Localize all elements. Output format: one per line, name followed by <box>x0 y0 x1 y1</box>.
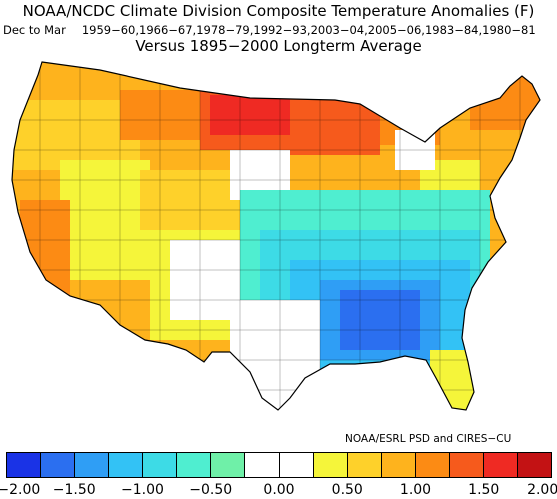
us-anomaly-map <box>11 61 541 411</box>
scale-swatch <box>313 453 348 477</box>
scale-swatch <box>415 453 450 477</box>
division-grid <box>12 62 540 410</box>
scale-swatch <box>483 453 518 477</box>
scale-tick-label: −2.00 <box>0 482 41 498</box>
scale-tick-label: −0.50 <box>189 482 233 498</box>
scale-swatch <box>449 453 484 477</box>
anomaly-fill <box>12 62 540 410</box>
color-scale-labels: −2.00 −1.50 −1.00 −0.50 0.00 0.50 1.00 1.50 2.00 <box>0 482 557 498</box>
map-title: NOAA/NCDC Climate Division Composite Tem… <box>22 2 535 20</box>
credit-label: NOAA/ESRL PSD and CIRES−CU <box>345 433 512 445</box>
scale-tick-label: 0.50 <box>331 482 363 498</box>
scale-swatch <box>347 453 382 477</box>
scale-swatch <box>381 453 416 477</box>
scale-tick-label: −1.00 <box>121 482 164 498</box>
scale-swatch <box>517 453 551 477</box>
scale-tick-label: 0.00 <box>263 482 295 498</box>
scale-swatch <box>211 453 246 477</box>
scale-tick-label: 2.00 <box>527 482 557 498</box>
scale-swatch <box>143 453 178 477</box>
composite-years: 1959−60,1966−67,1978−79,1992−93,2003−04,… <box>81 23 536 37</box>
color-scale-bar <box>6 452 552 478</box>
scale-swatch <box>7 453 42 477</box>
scale-swatch <box>109 453 144 477</box>
scale-swatch <box>245 453 280 477</box>
scale-tick-label: −1.50 <box>52 482 96 498</box>
scale-swatch <box>177 453 212 477</box>
scale-swatch <box>279 453 314 477</box>
baseline-label: Versus 1895−2000 Longterm Average <box>135 37 422 55</box>
scale-tick-label: 1.00 <box>399 482 432 498</box>
map-subtitle: Dec to Mar 1959−60,1966−67,1978−79,1992−9… <box>3 24 536 37</box>
scale-swatch <box>75 453 110 477</box>
season-label: Dec to Mar <box>3 23 66 37</box>
scale-swatch <box>41 453 76 477</box>
scale-tick-label: 1.50 <box>468 482 500 498</box>
